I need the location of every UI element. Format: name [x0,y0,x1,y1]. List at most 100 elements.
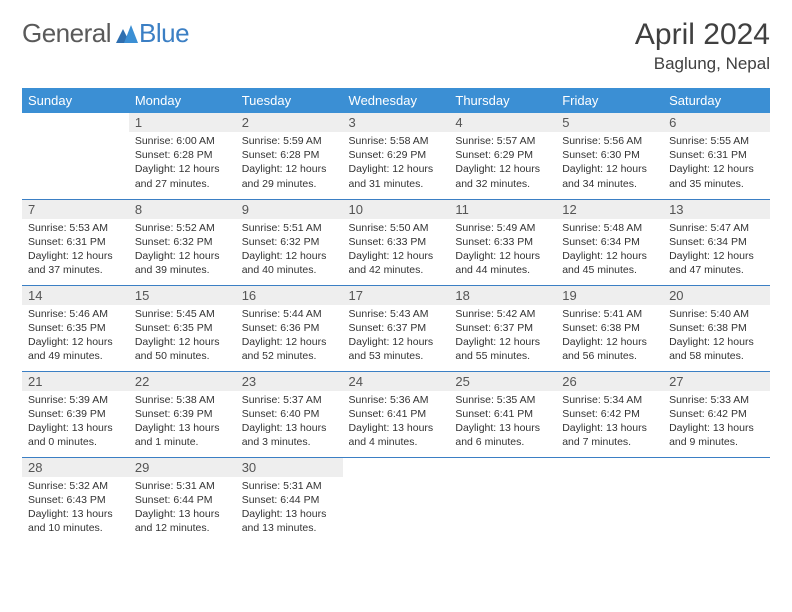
calendar-cell: .. [449,457,556,543]
day-details: Sunrise: 5:31 AMSunset: 6:44 PMDaylight:… [236,477,343,540]
calendar-cell: 25Sunrise: 5:35 AMSunset: 6:41 PMDayligh… [449,371,556,457]
calendar-cell: 17Sunrise: 5:43 AMSunset: 6:37 PMDayligh… [343,285,450,371]
calendar-cell: 27Sunrise: 5:33 AMSunset: 6:42 PMDayligh… [663,371,770,457]
day-number: 15 [129,286,236,305]
day-number: 17 [343,286,450,305]
day-number: 21 [22,372,129,391]
day-details: Sunrise: 6:00 AMSunset: 6:28 PMDaylight:… [129,132,236,195]
day-number: 29 [129,458,236,477]
day-number: 7 [22,200,129,219]
day-details: Sunrise: 5:48 AMSunset: 6:34 PMDaylight:… [556,219,663,282]
location-label: Baglung, Nepal [635,54,770,74]
calendar-cell: 22Sunrise: 5:38 AMSunset: 6:39 PMDayligh… [129,371,236,457]
day-details: Sunrise: 5:51 AMSunset: 6:32 PMDaylight:… [236,219,343,282]
day-number: 16 [236,286,343,305]
calendar-cell: 15Sunrise: 5:45 AMSunset: 6:35 PMDayligh… [129,285,236,371]
day-details: Sunrise: 5:45 AMSunset: 6:35 PMDaylight:… [129,305,236,368]
day-number: 23 [236,372,343,391]
day-header: Monday [129,88,236,113]
day-details: Sunrise: 5:47 AMSunset: 6:34 PMDaylight:… [663,219,770,282]
day-details: Sunrise: 5:49 AMSunset: 6:33 PMDaylight:… [449,219,556,282]
day-number: 2 [236,113,343,132]
calendar-cell: 30Sunrise: 5:31 AMSunset: 6:44 PMDayligh… [236,457,343,543]
day-details: Sunrise: 5:59 AMSunset: 6:28 PMDaylight:… [236,132,343,195]
calendar-cell: 18Sunrise: 5:42 AMSunset: 6:37 PMDayligh… [449,285,556,371]
page-title: April 2024 [635,18,770,51]
day-details: Sunrise: 5:56 AMSunset: 6:30 PMDaylight:… [556,132,663,195]
day-details: Sunrise: 5:38 AMSunset: 6:39 PMDaylight:… [129,391,236,454]
day-number: 25 [449,372,556,391]
calendar-row: 28Sunrise: 5:32 AMSunset: 6:43 PMDayligh… [22,457,770,543]
day-number: 9 [236,200,343,219]
day-number: 26 [556,372,663,391]
calendar-cell: 1Sunrise: 6:00 AMSunset: 6:28 PMDaylight… [129,113,236,199]
calendar-cell: 10Sunrise: 5:50 AMSunset: 6:33 PMDayligh… [343,199,450,285]
calendar-cell: 13Sunrise: 5:47 AMSunset: 6:34 PMDayligh… [663,199,770,285]
calendar-table: SundayMondayTuesdayWednesdayThursdayFrid… [22,88,770,543]
calendar-cell: 8Sunrise: 5:52 AMSunset: 6:32 PMDaylight… [129,199,236,285]
day-details: Sunrise: 5:42 AMSunset: 6:37 PMDaylight:… [449,305,556,368]
day-details: Sunrise: 5:58 AMSunset: 6:29 PMDaylight:… [343,132,450,195]
calendar-cell: .. [343,457,450,543]
day-number: 20 [663,286,770,305]
day-number: 22 [129,372,236,391]
calendar-cell: .. [556,457,663,543]
calendar-cell: 2Sunrise: 5:59 AMSunset: 6:28 PMDaylight… [236,113,343,199]
logo-text-2: Blue [139,18,189,49]
calendar-cell: 29Sunrise: 5:31 AMSunset: 6:44 PMDayligh… [129,457,236,543]
day-number: 6 [663,113,770,132]
calendar-cell: 23Sunrise: 5:37 AMSunset: 6:40 PMDayligh… [236,371,343,457]
day-number: 14 [22,286,129,305]
calendar-row: 21Sunrise: 5:39 AMSunset: 6:39 PMDayligh… [22,371,770,457]
day-number: 27 [663,372,770,391]
logo-icon [116,25,138,43]
day-number: 1 [129,113,236,132]
calendar-cell: 6Sunrise: 5:55 AMSunset: 6:31 PMDaylight… [663,113,770,199]
day-details: Sunrise: 5:50 AMSunset: 6:33 PMDaylight:… [343,219,450,282]
calendar-row: 7Sunrise: 5:53 AMSunset: 6:31 PMDaylight… [22,199,770,285]
day-details: Sunrise: 5:41 AMSunset: 6:38 PMDaylight:… [556,305,663,368]
day-details: Sunrise: 5:57 AMSunset: 6:29 PMDaylight:… [449,132,556,195]
day-number: 11 [449,200,556,219]
day-details: Sunrise: 5:55 AMSunset: 6:31 PMDaylight:… [663,132,770,195]
calendar-cell: 3Sunrise: 5:58 AMSunset: 6:29 PMDaylight… [343,113,450,199]
calendar-row: 14Sunrise: 5:46 AMSunset: 6:35 PMDayligh… [22,285,770,371]
calendar-cell: .. [663,457,770,543]
day-details: Sunrise: 5:35 AMSunset: 6:41 PMDaylight:… [449,391,556,454]
day-header: Sunday [22,88,129,113]
day-number: 30 [236,458,343,477]
calendar-row: ..1Sunrise: 6:00 AMSunset: 6:28 PMDaylig… [22,113,770,199]
day-details: Sunrise: 5:31 AMSunset: 6:44 PMDaylight:… [129,477,236,540]
day-number: 24 [343,372,450,391]
calendar-cell: 7Sunrise: 5:53 AMSunset: 6:31 PMDaylight… [22,199,129,285]
day-details: Sunrise: 5:43 AMSunset: 6:37 PMDaylight:… [343,305,450,368]
calendar-cell: 26Sunrise: 5:34 AMSunset: 6:42 PMDayligh… [556,371,663,457]
day-number: 13 [663,200,770,219]
calendar-cell: 11Sunrise: 5:49 AMSunset: 6:33 PMDayligh… [449,199,556,285]
calendar-cell: 20Sunrise: 5:40 AMSunset: 6:38 PMDayligh… [663,285,770,371]
day-details: Sunrise: 5:32 AMSunset: 6:43 PMDaylight:… [22,477,129,540]
calendar-cell: 24Sunrise: 5:36 AMSunset: 6:41 PMDayligh… [343,371,450,457]
day-header: Wednesday [343,88,450,113]
day-number: 18 [449,286,556,305]
day-number: 12 [556,200,663,219]
day-details: Sunrise: 5:44 AMSunset: 6:36 PMDaylight:… [236,305,343,368]
day-header: Saturday [663,88,770,113]
day-header: Tuesday [236,88,343,113]
calendar-cell: 12Sunrise: 5:48 AMSunset: 6:34 PMDayligh… [556,199,663,285]
calendar-cell: 4Sunrise: 5:57 AMSunset: 6:29 PMDaylight… [449,113,556,199]
day-number: 4 [449,113,556,132]
calendar-cell: 9Sunrise: 5:51 AMSunset: 6:32 PMDaylight… [236,199,343,285]
day-details: Sunrise: 5:37 AMSunset: 6:40 PMDaylight:… [236,391,343,454]
calendar-cell: 19Sunrise: 5:41 AMSunset: 6:38 PMDayligh… [556,285,663,371]
day-details: Sunrise: 5:36 AMSunset: 6:41 PMDaylight:… [343,391,450,454]
title-block: April 2024 Baglung, Nepal [635,18,770,74]
day-details: Sunrise: 5:40 AMSunset: 6:38 PMDaylight:… [663,305,770,368]
day-details: Sunrise: 5:52 AMSunset: 6:32 PMDaylight:… [129,219,236,282]
calendar-cell: 5Sunrise: 5:56 AMSunset: 6:30 PMDaylight… [556,113,663,199]
logo: General Blue [22,18,189,49]
day-details: Sunrise: 5:39 AMSunset: 6:39 PMDaylight:… [22,391,129,454]
calendar-cell: 16Sunrise: 5:44 AMSunset: 6:36 PMDayligh… [236,285,343,371]
logo-text-1: General [22,18,111,49]
day-number: 5 [556,113,663,132]
